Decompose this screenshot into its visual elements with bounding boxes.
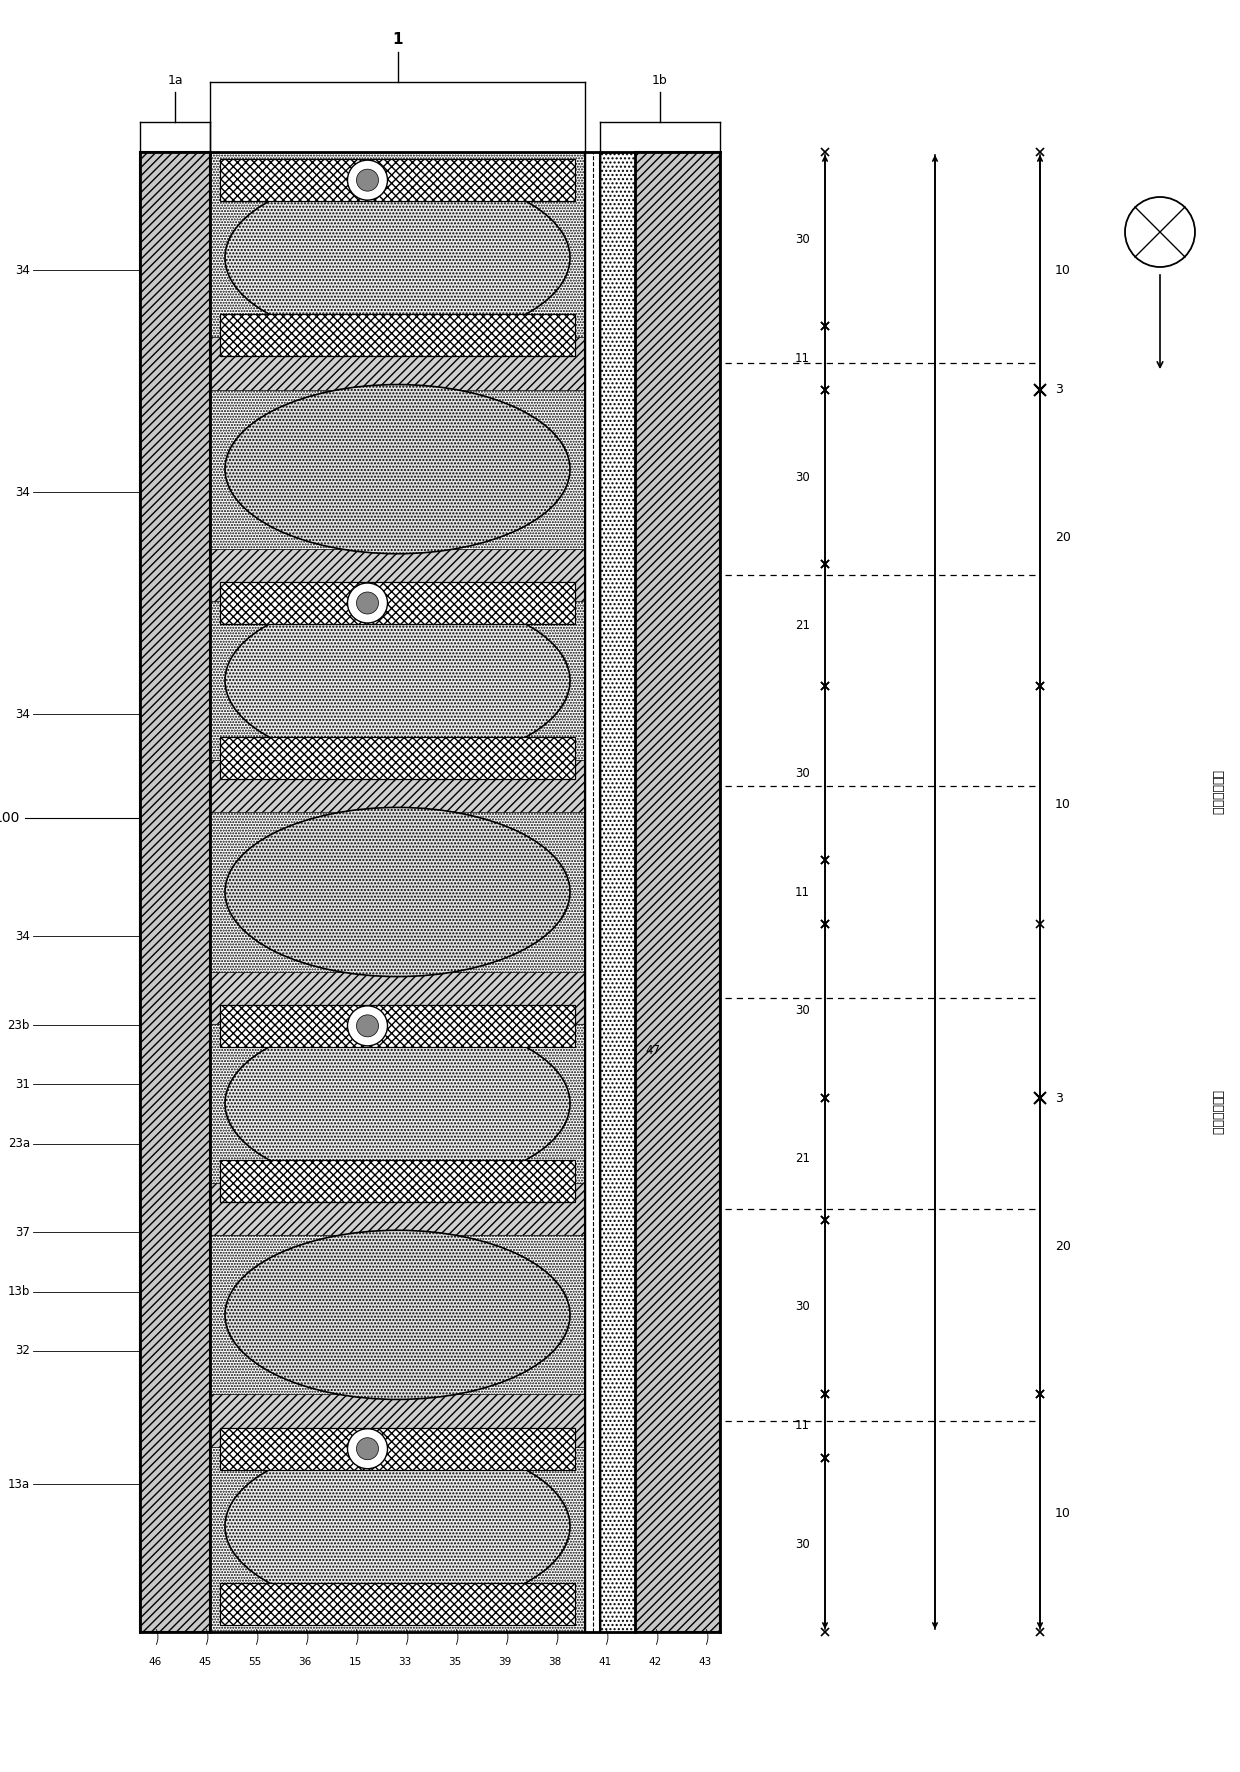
Text: 23b: 23b xyxy=(7,1019,30,1031)
Text: 1: 1 xyxy=(392,32,403,48)
Bar xyxy=(219,1161,575,1201)
Circle shape xyxy=(347,1006,387,1045)
Bar xyxy=(219,314,575,356)
Text: 36: 36 xyxy=(299,1657,311,1667)
Text: 34: 34 xyxy=(15,707,30,721)
Text: 23a: 23a xyxy=(7,1138,30,1150)
Text: 15: 15 xyxy=(348,1657,362,1667)
Bar xyxy=(210,971,585,1024)
Bar xyxy=(600,152,635,1632)
Text: 33: 33 xyxy=(398,1657,412,1667)
Circle shape xyxy=(1125,197,1195,268)
Text: 37: 37 xyxy=(15,1226,30,1239)
Circle shape xyxy=(357,592,378,615)
Circle shape xyxy=(347,583,387,624)
Text: 10: 10 xyxy=(1055,264,1071,278)
Ellipse shape xyxy=(224,1230,570,1400)
Text: 30: 30 xyxy=(795,767,810,780)
Bar xyxy=(219,581,575,624)
Text: 单元延伸方向: 单元延伸方向 xyxy=(1210,1090,1223,1134)
Text: 13b: 13b xyxy=(7,1285,30,1299)
Bar xyxy=(210,1184,585,1235)
Text: 100: 100 xyxy=(0,812,20,826)
Bar xyxy=(219,1005,575,1047)
Bar xyxy=(210,337,585,390)
Text: 39: 39 xyxy=(498,1657,512,1667)
Text: 1b: 1b xyxy=(652,74,668,87)
Circle shape xyxy=(357,1437,378,1460)
Ellipse shape xyxy=(224,1019,570,1187)
Bar xyxy=(585,152,600,1632)
Text: 21: 21 xyxy=(795,618,810,631)
Text: 13a: 13a xyxy=(7,1478,30,1490)
Text: 30: 30 xyxy=(795,471,810,484)
Text: 3: 3 xyxy=(1055,1092,1063,1104)
Text: 34: 34 xyxy=(15,264,30,276)
Text: 3: 3 xyxy=(1055,383,1063,397)
Bar xyxy=(219,1428,575,1469)
Text: 45: 45 xyxy=(198,1657,212,1667)
Bar xyxy=(219,1582,575,1625)
Bar xyxy=(219,159,575,202)
Text: 11: 11 xyxy=(795,351,810,365)
Text: 30: 30 xyxy=(795,1005,810,1017)
Ellipse shape xyxy=(224,174,570,342)
Text: 21: 21 xyxy=(795,1152,810,1166)
Text: 32: 32 xyxy=(15,1345,30,1357)
Ellipse shape xyxy=(224,385,570,553)
Text: 10: 10 xyxy=(1055,799,1071,812)
Ellipse shape xyxy=(224,808,570,976)
Bar xyxy=(219,737,575,780)
Text: 34: 34 xyxy=(15,486,30,500)
Bar xyxy=(635,152,720,1632)
Text: 30: 30 xyxy=(795,1538,810,1552)
Text: 单元布置方向: 单元布置方向 xyxy=(1210,769,1223,815)
Text: 20: 20 xyxy=(1055,532,1071,544)
Bar xyxy=(210,1395,585,1446)
Text: 35: 35 xyxy=(449,1657,461,1667)
Text: 38: 38 xyxy=(548,1657,562,1667)
Text: 46: 46 xyxy=(149,1657,161,1667)
Circle shape xyxy=(357,1015,378,1037)
Text: 30: 30 xyxy=(795,1301,810,1313)
Text: 55: 55 xyxy=(248,1657,262,1667)
Circle shape xyxy=(357,168,378,191)
Text: 43: 43 xyxy=(698,1657,712,1667)
Text: 47: 47 xyxy=(645,1044,660,1056)
Text: 20: 20 xyxy=(1055,1240,1071,1253)
Text: 41: 41 xyxy=(599,1657,611,1667)
Ellipse shape xyxy=(224,595,570,766)
Text: 1a: 1a xyxy=(167,74,182,87)
Text: 31: 31 xyxy=(15,1077,30,1092)
Text: 34: 34 xyxy=(15,930,30,943)
Ellipse shape xyxy=(224,1442,570,1611)
Circle shape xyxy=(347,1428,387,1469)
Text: 42: 42 xyxy=(649,1657,662,1667)
Bar xyxy=(210,152,585,1632)
Bar xyxy=(210,760,585,812)
Text: 11: 11 xyxy=(795,1419,810,1432)
Text: 10: 10 xyxy=(1055,1506,1071,1520)
Bar xyxy=(210,549,585,601)
Bar xyxy=(140,152,210,1632)
Circle shape xyxy=(347,159,387,200)
Text: 11: 11 xyxy=(795,886,810,898)
Text: 30: 30 xyxy=(795,232,810,246)
